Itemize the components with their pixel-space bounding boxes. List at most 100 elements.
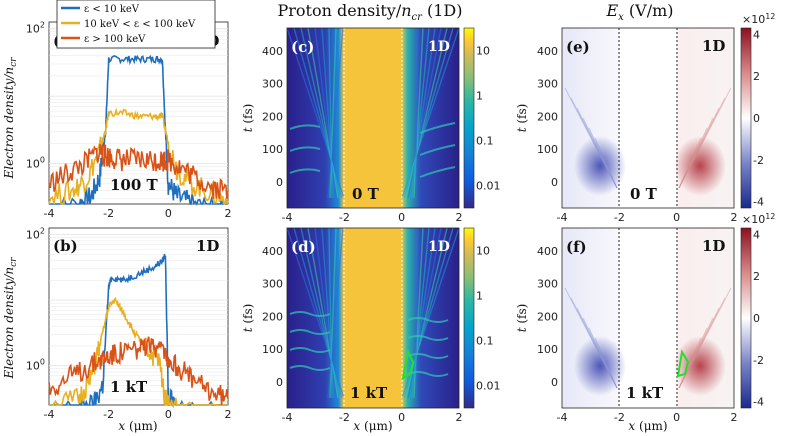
- field-streak: [576, 307, 618, 389]
- panel-b-frame: [48, 227, 229, 406]
- panel-c-colorbar: [463, 27, 475, 209]
- panel-e-colorbar: [740, 27, 752, 209]
- panel-f-yticks: 400 300 200 100 0: [537, 245, 558, 389]
- series-line-high: [48, 143, 229, 199]
- panel-c-streaks: [286, 27, 460, 199]
- ytick-label: 100: [537, 143, 558, 156]
- colorbar-tick: -2: [753, 154, 764, 167]
- panel-e-label: (e): [566, 38, 590, 56]
- panel-b-label: (b): [53, 237, 78, 255]
- panel-b-ylabel: Electron density/ncr: [2, 257, 19, 380]
- field-streak: [588, 327, 618, 389]
- xtick-label: -4: [557, 211, 568, 224]
- panel-c-frame: [286, 27, 460, 209]
- series-line-high: [48, 336, 229, 406]
- ytick-label: 0: [276, 376, 283, 389]
- colorbar-tick: 10: [476, 45, 490, 58]
- panel-d-frame: [286, 227, 460, 409]
- ytick-label: 100: [262, 143, 283, 156]
- field-streak: [564, 87, 618, 189]
- panel-b-xticks: -4 -2 0 2: [44, 408, 232, 421]
- colorbar-tick: 0.1: [476, 135, 494, 148]
- negative-field-region: [574, 136, 626, 196]
- panel-b-series: [48, 253, 229, 408]
- colorbar-tick: -2: [753, 354, 764, 367]
- ion-band: [407, 317, 449, 323]
- ytick-label: 300: [537, 78, 558, 91]
- panel-f-xlabel: x (μm): [628, 419, 667, 433]
- negative-field-region: [574, 336, 626, 396]
- legend: ε < 10 keV 10 keV < ε < 100 keV ε > 100 …: [56, 0, 216, 49]
- ytick-label: 0: [551, 176, 558, 189]
- positive-field-region: [674, 136, 726, 196]
- panel-d-label: (d): [291, 238, 316, 256]
- panel-f-field-label: 1 kT: [626, 384, 664, 402]
- panel-c-field-label: 0 T: [352, 185, 380, 203]
- panel-b: (b) 1D 1 kT 102 100 -4 -2 0 2 Electron densi…: [2, 227, 232, 433]
- field-streak: [678, 97, 726, 189]
- panel-b-tag: 1D: [196, 237, 219, 255]
- colorbar-tick: 4: [753, 28, 760, 41]
- field-streak: [594, 337, 618, 389]
- series-line-low: [49, 54, 228, 206]
- ytick-label: 0: [276, 176, 283, 189]
- ytick-label: 400: [537, 45, 558, 58]
- panel-f-colorbar: [740, 227, 752, 409]
- panel-b-field-label: 1 kT: [110, 378, 148, 396]
- expansion-streak: [327, 27, 344, 199]
- panel-e-field: [564, 87, 732, 196]
- panel-a-yticks: 102 100: [26, 21, 45, 171]
- xtick-label: 0: [165, 207, 172, 220]
- field-streak: [576, 107, 618, 189]
- panel-b-grid: [49, 234, 228, 401]
- ytick-label: 200: [537, 310, 558, 323]
- field-streak: [594, 137, 618, 189]
- ion-band: [289, 311, 331, 317]
- panel-c-label: (c): [291, 38, 314, 56]
- panel-f-green-marker: [676, 349, 690, 378]
- legend-entry-low: ε < 10 keV: [84, 4, 140, 15]
- panel-a-xticks: -4 -2 0 2: [44, 207, 232, 220]
- panel-d-yticks: 400 300 200 100 0: [262, 245, 283, 389]
- xtick-label: 0: [398, 411, 405, 424]
- ytick-label: 100: [26, 358, 45, 373]
- field-streak: [570, 297, 618, 389]
- field-streak: [588, 127, 618, 189]
- series-line-mid: [48, 107, 229, 206]
- ytick-label: 100: [26, 156, 45, 171]
- field-streak: [678, 107, 720, 189]
- field-streak: [582, 117, 618, 189]
- panel-b-xlabel: x (μm): [118, 419, 157, 433]
- ytick-label: 200: [262, 310, 283, 323]
- ion-band: [419, 166, 456, 178]
- ytick-label: 200: [537, 110, 558, 123]
- xtick-label: -2: [614, 411, 625, 424]
- colorbar-tick: -4: [753, 196, 764, 209]
- panel-e-ylabel: t (fs): [515, 104, 529, 133]
- field-streak: [678, 137, 702, 189]
- colorbar-tick: 2: [753, 270, 760, 283]
- ytick-label: 400: [262, 245, 283, 258]
- colorbar-tick: 4: [753, 228, 760, 241]
- panel-d-field-label: 1 kT: [350, 384, 388, 402]
- ion-band: [407, 371, 449, 377]
- field-streak: [678, 117, 714, 189]
- panel-e-colorbar-ticks: 4 2 0 -2 -4: [753, 28, 764, 208]
- colorbar-tick: 0: [753, 112, 760, 125]
- ytick-label: 300: [262, 278, 283, 291]
- xtick-label: -4: [557, 411, 568, 424]
- panel-a-field-label: 100 T: [110, 176, 159, 194]
- panel-e-frame: [561, 27, 735, 209]
- colorbar-tick: 10: [476, 245, 490, 258]
- ytick-label: 100: [262, 343, 283, 356]
- ytick-label: 400: [537, 245, 558, 258]
- ytick-label: 300: [262, 78, 283, 91]
- field-streak: [678, 337, 702, 389]
- ion-band: [419, 144, 456, 156]
- positive-field-region: [674, 336, 726, 396]
- panel-d-streaks: [286, 227, 460, 399]
- xtick-label: 2: [731, 211, 738, 224]
- xtick-label: 2: [225, 207, 232, 220]
- ion-band: [289, 365, 331, 371]
